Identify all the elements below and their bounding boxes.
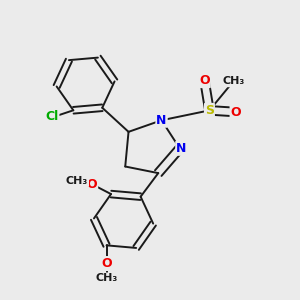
Text: O: O	[231, 106, 241, 118]
Text: N: N	[156, 114, 167, 127]
Text: O: O	[199, 74, 210, 87]
Text: Cl: Cl	[45, 110, 58, 123]
Text: CH₃: CH₃	[222, 76, 245, 86]
Text: CH₃: CH₃	[66, 176, 88, 186]
Text: CH₃: CH₃	[95, 273, 118, 284]
Text: N: N	[176, 142, 187, 155]
Text: O: O	[101, 257, 112, 270]
Text: S: S	[205, 104, 214, 117]
Text: O: O	[87, 178, 97, 191]
